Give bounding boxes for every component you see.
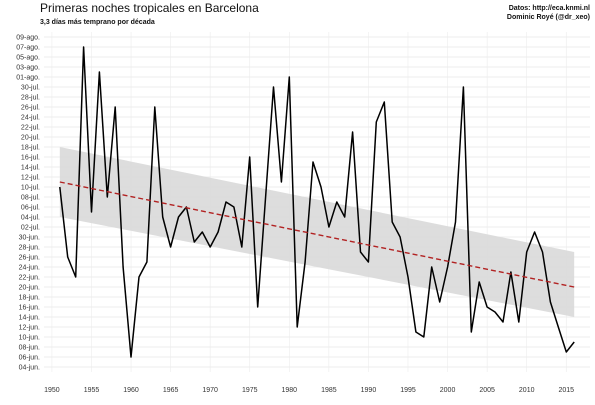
y-axis: 04-jun. 06-jun. 08-jun. 10-jun. 12-jun. 14-ju…: [16, 34, 40, 371]
y-tick-label: 26-jul.: [21, 104, 40, 111]
y-tick-label: 26-jun.: [19, 254, 40, 261]
y-tick-label: 04-jul.: [21, 214, 40, 221]
x-axis: 1950 1955 1960 1965 1970 1975 1980 1985 1990 1995…: [44, 387, 574, 394]
y-tick-label: 03-ago.: [16, 64, 40, 71]
source-line-1: Datos: http://eca.knmi.nl: [509, 5, 590, 12]
chart-title: Primeras noches tropicales en Barcelona: [40, 1, 259, 15]
y-tick-label: 28-jun.: [19, 244, 40, 251]
y-tick-label: 16-jun.: [19, 304, 40, 311]
x-tick-label: 2010: [519, 387, 535, 394]
y-tick-label: 10-jun.: [19, 334, 40, 341]
y-tick-label: 01-ago.: [16, 74, 40, 81]
y-tick-label: 20-jul.: [21, 134, 40, 141]
x-tick-label: 1950: [44, 387, 60, 394]
x-tick-label: 1990: [361, 387, 377, 394]
x-tick-label: 1995: [400, 387, 416, 394]
series-group: [59, 46, 575, 358]
chart-subtitle: 3,3 días más temprano por década: [40, 19, 155, 26]
x-tick-label: 1960: [123, 387, 139, 394]
y-tick-label: 22-jun.: [19, 274, 40, 281]
y-tick-label: 12-jun.: [19, 324, 40, 331]
y-tick-label: 30-jul.: [21, 84, 40, 91]
x-tick-label: 1965: [163, 387, 179, 394]
x-tick-label: 1985: [321, 387, 337, 394]
x-tick-label: 1970: [202, 387, 218, 394]
y-tick-label: 04-jun.: [19, 364, 40, 371]
y-tick-label: 14-jul.: [21, 164, 40, 171]
y-tick-label: 22-jul.: [21, 124, 40, 131]
y-tick-label: 18-jun.: [19, 294, 40, 301]
y-tick-label: 10-jul.: [21, 184, 40, 191]
series-line: [59, 46, 575, 358]
source-line-2: Dominic Royé (@dr_xeo): [507, 14, 590, 21]
y-tick-label: 06-jun.: [19, 354, 40, 361]
x-tick-label: 2000: [440, 387, 456, 394]
y-tick-label: 07-ago.: [16, 44, 40, 51]
y-tick-label: 18-jul.: [21, 144, 40, 151]
x-tick-label: 2005: [479, 387, 495, 394]
y-tick-label: 24-jul.: [21, 114, 40, 121]
y-tick-label: 02-jul.: [21, 224, 40, 231]
x-tick-label: 1955: [84, 387, 100, 394]
y-tick-label: 30-jun.: [19, 234, 40, 241]
y-tick-label: 09-ago.: [16, 34, 40, 41]
x-tick-label: 2015: [558, 387, 574, 394]
y-tick-label: 08-jun.: [19, 344, 40, 351]
y-tick-label: 20-jun.: [19, 284, 40, 291]
y-tick-label: 24-jun.: [19, 264, 40, 271]
y-tick-label: 16-jul.: [21, 154, 40, 161]
x-tick-label: 1980: [282, 387, 298, 394]
y-tick-label: 28-jul.: [21, 94, 40, 101]
y-tick-label: 05-ago.: [16, 54, 40, 61]
y-tick-label: 12-jul.: [21, 174, 40, 181]
y-tick-label: 14-jun.: [19, 314, 40, 321]
x-tick-label: 1975: [242, 387, 258, 394]
y-tick-label: 08-jul.: [21, 194, 40, 201]
y-tick-label: 06-jul.: [21, 204, 40, 211]
